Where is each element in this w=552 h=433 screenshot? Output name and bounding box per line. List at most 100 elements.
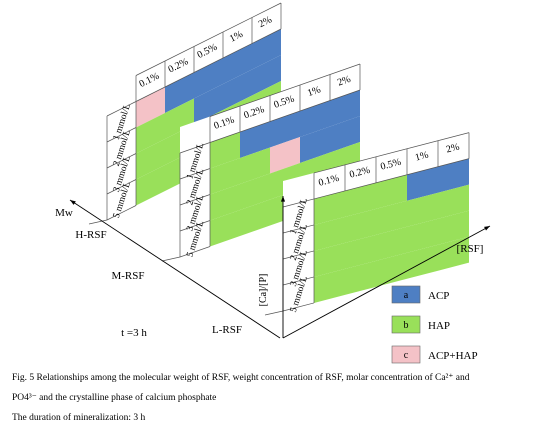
legend-key: c <box>404 350 409 361</box>
phase-cell <box>252 29 281 70</box>
ca-p-axis-head <box>280 196 286 202</box>
panel-base-line <box>161 256 181 262</box>
panels-layer: 0.1%0.2%0.5%1%2%1 mmol/L2 mmol/L3 mmol/L… <box>75 2 470 336</box>
concentration-label: 0.2% <box>348 165 371 181</box>
phase-cell <box>240 173 270 210</box>
phase-cell <box>345 234 376 269</box>
phase-cell <box>438 158 469 193</box>
grid-line <box>282 224 315 234</box>
phase-cell <box>270 111 300 148</box>
phase-cell <box>376 252 407 287</box>
figure-caption: Fig. 5 Relationships among the molecular… <box>12 368 547 428</box>
phase-cell <box>376 200 407 235</box>
concentration-label: 1% <box>306 84 322 99</box>
phase-cell <box>194 58 223 99</box>
phase-cell <box>438 184 469 219</box>
phase-cell <box>330 90 360 127</box>
phase-cell <box>407 166 438 201</box>
phase-cell <box>330 116 360 153</box>
phase-cell <box>300 126 330 163</box>
grid-line <box>282 250 315 260</box>
phase-cell <box>314 190 345 225</box>
phase-cell <box>270 137 300 174</box>
caption-line-1: Fig. 5 Relationships among the molecular… <box>12 373 470 383</box>
axes-layer: Mw [RSF] [Ca]/[P] t =3 h <box>55 196 491 339</box>
phase-cell <box>376 226 407 261</box>
concentration-label: 0.5% <box>379 157 402 173</box>
phase-cell <box>194 84 223 125</box>
legend: a ACP b HAP c ACP+HAP <box>391 285 478 364</box>
grid-line <box>179 142 211 154</box>
phase-cell <box>407 218 438 253</box>
phase-cell <box>314 242 345 277</box>
phase-cell <box>165 98 194 139</box>
caption-line-3: The duration of mineralization: 3 h <box>12 413 146 423</box>
grid-line <box>106 205 137 221</box>
legend-label: ACP+HAP <box>428 350 478 362</box>
phase-cell <box>210 158 240 195</box>
phase-cell <box>345 182 376 217</box>
grid-line <box>135 28 282 102</box>
grid-line <box>106 179 137 195</box>
grid-line <box>282 302 315 312</box>
phase-cell <box>345 208 376 243</box>
phase-cell <box>223 43 252 84</box>
concentration-label: 2% <box>336 74 352 89</box>
panel-name-label: M-RSF <box>111 270 144 282</box>
phase-cell <box>210 132 240 169</box>
legend-label: ACP <box>428 290 449 302</box>
grid-line <box>313 158 470 200</box>
legend-key: a <box>404 290 409 301</box>
phase-cell <box>314 268 345 303</box>
legend-label: HAP <box>428 320 450 332</box>
legend-swatch <box>391 315 421 334</box>
grid-line <box>106 127 137 143</box>
grid-line <box>282 198 315 208</box>
phase-cell <box>438 210 469 245</box>
concentration-label: 0.1% <box>317 173 340 189</box>
panel-base-line <box>88 219 108 225</box>
grid-line <box>209 63 361 117</box>
phase-cell <box>136 165 165 206</box>
concentration-label: 1% <box>228 29 245 45</box>
grid-line <box>209 89 361 143</box>
phase-cell <box>300 100 330 137</box>
rsf-axis-label: [RSF] <box>457 243 484 255</box>
legend-key: b <box>404 320 409 331</box>
grid-line <box>135 2 282 76</box>
grid-line <box>282 276 315 286</box>
panel-name-label: L-RSF <box>212 324 242 336</box>
phase-cell <box>240 199 270 236</box>
grid-line <box>179 168 211 180</box>
phase-cell <box>136 113 165 154</box>
panel-m-rsf: 0.1%0.2%0.5%1%2%1 mmol/L2 mmol/L3 mmol/L… <box>111 63 361 282</box>
phase-cell <box>136 87 165 128</box>
grid-line <box>106 153 137 169</box>
panel-name-label: H-RSF <box>75 229 106 241</box>
phase-cell <box>407 192 438 227</box>
concentration-label: 2% <box>445 142 461 156</box>
grid-line <box>179 220 211 232</box>
mw-axis <box>69 199 281 339</box>
phase-cell <box>314 216 345 251</box>
concentration-label: 1% <box>414 150 430 164</box>
phase-cell <box>376 174 407 209</box>
grid-line <box>179 194 211 206</box>
phase-cell <box>407 244 438 279</box>
mw-axis-label: Mw <box>55 207 73 219</box>
legend-swatch <box>391 285 421 304</box>
phase-cell <box>240 147 270 184</box>
phase-cell <box>345 260 376 295</box>
concentration-label: 2% <box>257 14 274 30</box>
grid-line <box>179 246 211 258</box>
phase-cell <box>165 72 194 113</box>
legend-swatch <box>391 345 421 364</box>
phase-cell <box>438 236 469 271</box>
mw-axis-head <box>70 200 76 205</box>
phase-cell <box>223 69 252 110</box>
phase-cell <box>210 210 240 247</box>
time-label: t =3 h <box>121 327 147 339</box>
phase-cell <box>136 139 165 180</box>
ca-p-axis-label: [Ca]/[P] <box>258 274 269 307</box>
